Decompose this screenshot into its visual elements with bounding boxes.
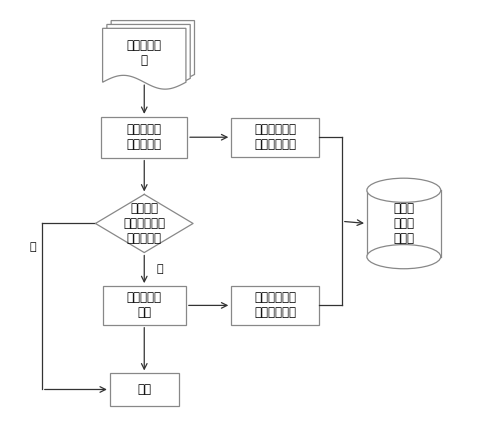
Bar — [110, 373, 179, 406]
Polygon shape — [103, 28, 186, 89]
Bar — [367, 190, 441, 256]
Text: 零件重要性
排序: 零件重要性 排序 — [127, 291, 162, 319]
Text: 是: 是 — [156, 264, 163, 274]
Text: 否: 否 — [30, 242, 36, 252]
Polygon shape — [111, 20, 194, 82]
Bar — [102, 117, 187, 158]
Text: 是否存在
相同失效工作
寿命零件？: 是否存在 相同失效工作 寿命零件？ — [123, 202, 165, 245]
Polygon shape — [107, 24, 190, 85]
Polygon shape — [95, 194, 193, 253]
Text: 第二类准失效
零件判定准则: 第二类准失效 零件判定准则 — [254, 291, 296, 319]
Ellipse shape — [367, 178, 441, 202]
Bar — [231, 286, 319, 325]
Bar — [231, 118, 319, 157]
Text: 准失效
零件判
定规则: 准失效 零件判 定规则 — [393, 202, 414, 245]
Bar — [103, 286, 186, 325]
Text: 零件样本手
册: 零件样本手 册 — [127, 39, 162, 67]
Text: 完成: 完成 — [137, 383, 151, 396]
Text: 第一类准失效
零件判定准则: 第一类准失效 零件判定准则 — [254, 123, 296, 151]
Text: 零件失效工
作寿命排序: 零件失效工 作寿命排序 — [127, 123, 162, 151]
Ellipse shape — [367, 245, 441, 269]
